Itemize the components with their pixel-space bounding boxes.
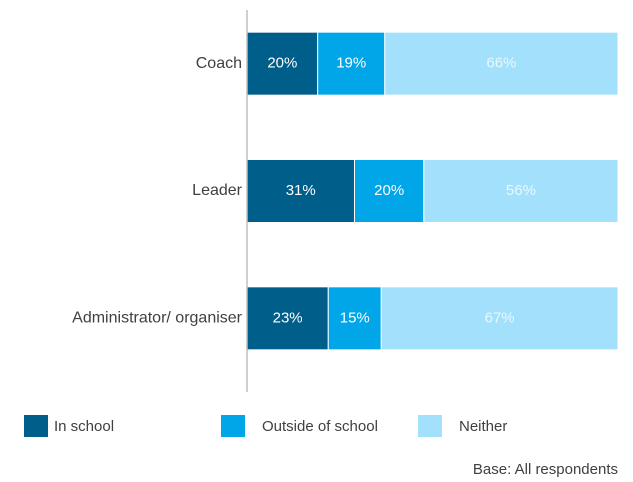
legend-label: In school — [54, 418, 114, 435]
bar-segment — [380, 286, 619, 351]
value-label: 31% — [286, 182, 316, 199]
bar-segment — [246, 286, 329, 351]
value-label: 15% — [340, 309, 370, 326]
bar-segment — [246, 31, 319, 96]
legend-label: Outside of school — [262, 418, 378, 435]
bar-segment — [423, 159, 619, 223]
bar-segment — [327, 286, 382, 351]
legend-label: Neither — [459, 418, 507, 435]
value-label: 23% — [273, 309, 303, 326]
value-label: 56% — [506, 182, 536, 199]
bar-segment — [353, 159, 425, 223]
bar-segment — [384, 31, 619, 96]
bar-segment — [246, 159, 355, 223]
legend-swatch — [24, 415, 48, 437]
category-label: Leader — [192, 182, 242, 199]
value-label: 66% — [486, 55, 516, 72]
legend-swatch — [418, 415, 442, 437]
category-label: Coach — [196, 55, 242, 72]
value-label: 67% — [485, 309, 515, 326]
category-label: Administrator/ organiser — [72, 310, 243, 327]
value-label: 20% — [374, 182, 404, 199]
bar-segment — [317, 31, 386, 96]
value-label: 20% — [267, 55, 297, 72]
base-note: Base: All respondents — [473, 461, 618, 478]
legend-swatch — [221, 415, 245, 437]
value-label: 19% — [336, 55, 366, 72]
